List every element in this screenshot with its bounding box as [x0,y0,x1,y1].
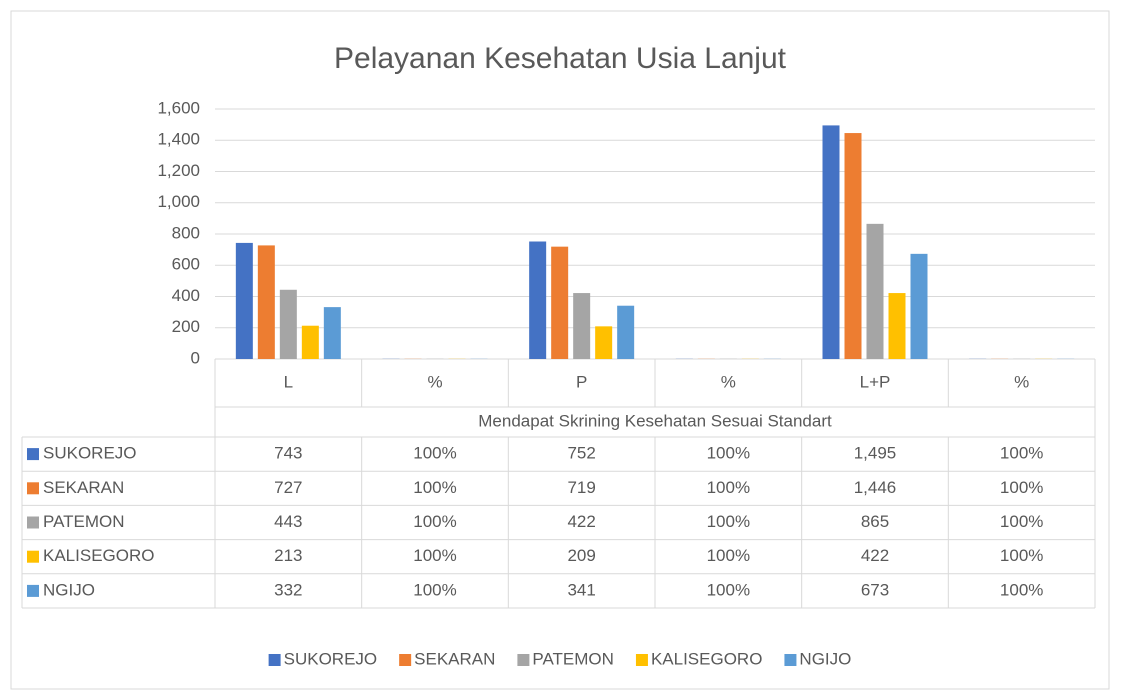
table-legend-key [27,448,39,461]
table-cell: 100% [707,512,750,531]
legend-label: KALISEGORO [651,649,762,668]
bar [323,307,341,359]
bar [279,289,297,359]
bar [822,125,840,359]
legend-key [635,654,648,666]
table-cell: 422 [567,512,595,531]
y-tick-label: 1,400 [157,130,200,149]
table-cell: 100% [707,546,750,565]
table-row-label: SEKARAN [43,478,124,497]
table-cell: 100% [413,580,456,599]
table-legend-key [27,550,39,563]
legend-label: PATEMON [532,649,614,668]
bar [595,326,613,359]
table-cell: 100% [413,444,456,463]
x-tick-label: P [576,372,587,391]
table-cell: 100% [413,478,456,497]
table-cell: 100% [1000,444,1043,463]
y-tick-label: 1,200 [157,161,200,180]
y-tick-label: 1,600 [157,98,200,117]
y-tick-label: 1,000 [157,192,200,211]
x-tick-label: L+P [860,372,891,391]
bar [888,293,906,359]
bar [844,133,862,359]
legend-key [784,654,797,666]
bar [866,223,884,359]
table-cell: 100% [413,512,456,531]
legend-key [517,654,530,666]
table-cell: 422 [861,546,889,565]
x-tick-label: % [721,372,736,391]
table-cell: 100% [1000,580,1043,599]
table-cell: 752 [567,444,595,463]
table-cell: 213 [274,546,302,565]
table-cell: 719 [567,478,595,497]
table-legend-key [27,482,39,495]
table-row-label: SUKOREJO [43,444,137,463]
table-cell: 209 [567,546,595,565]
chart-title: Pelayanan Kesehatan Usia Lanjut [334,42,787,75]
table-cell: 100% [1000,546,1043,565]
x-tick-label: % [1014,372,1029,391]
bar [573,293,591,359]
table-cell: 743 [274,444,302,463]
x-tick-label: % [427,372,442,391]
table-row-label: PATEMON [43,512,125,531]
y-tick-label: 400 [172,286,200,305]
table-cell: 865 [861,512,889,531]
bar [551,246,569,359]
table-cell: 100% [707,580,750,599]
legend-label: SEKARAN [414,649,495,668]
table-legend-key [27,516,39,529]
x-tick-label: L [284,372,293,391]
table-row-label: KALISEGORO [43,546,154,565]
bar [910,253,928,359]
table-cell: 100% [707,478,750,497]
bar [617,305,635,359]
bar [257,245,275,359]
table-cell: 341 [567,580,595,599]
table-row-label: NGIJO [43,580,95,599]
table-cell: 332 [274,580,302,599]
table-cell: 100% [413,546,456,565]
legend-key [268,654,281,666]
bar [301,325,319,359]
legend-label: SUKOREJO [284,649,378,668]
table-cell: 100% [1000,512,1043,531]
table-cell: 1,446 [854,478,897,497]
table-cell: 100% [707,444,750,463]
table-legend-key [27,584,39,597]
legend-key [399,654,412,666]
legend-label: NGIJO [799,649,851,668]
y-tick-label: 800 [172,223,200,242]
x-group-label: Mendapat Skrining Kesehatan Sesuai Stand… [478,411,832,430]
bar [529,241,547,359]
y-tick-label: 200 [172,317,200,336]
table-cell: 1,495 [854,444,897,463]
y-tick-label: 0 [191,348,200,367]
table-cell: 100% [1000,478,1043,497]
table-cell: 673 [861,580,889,599]
bar [235,242,253,359]
table-cell: 443 [274,512,302,531]
y-tick-label: 600 [172,255,200,274]
table-cell: 727 [274,478,302,497]
